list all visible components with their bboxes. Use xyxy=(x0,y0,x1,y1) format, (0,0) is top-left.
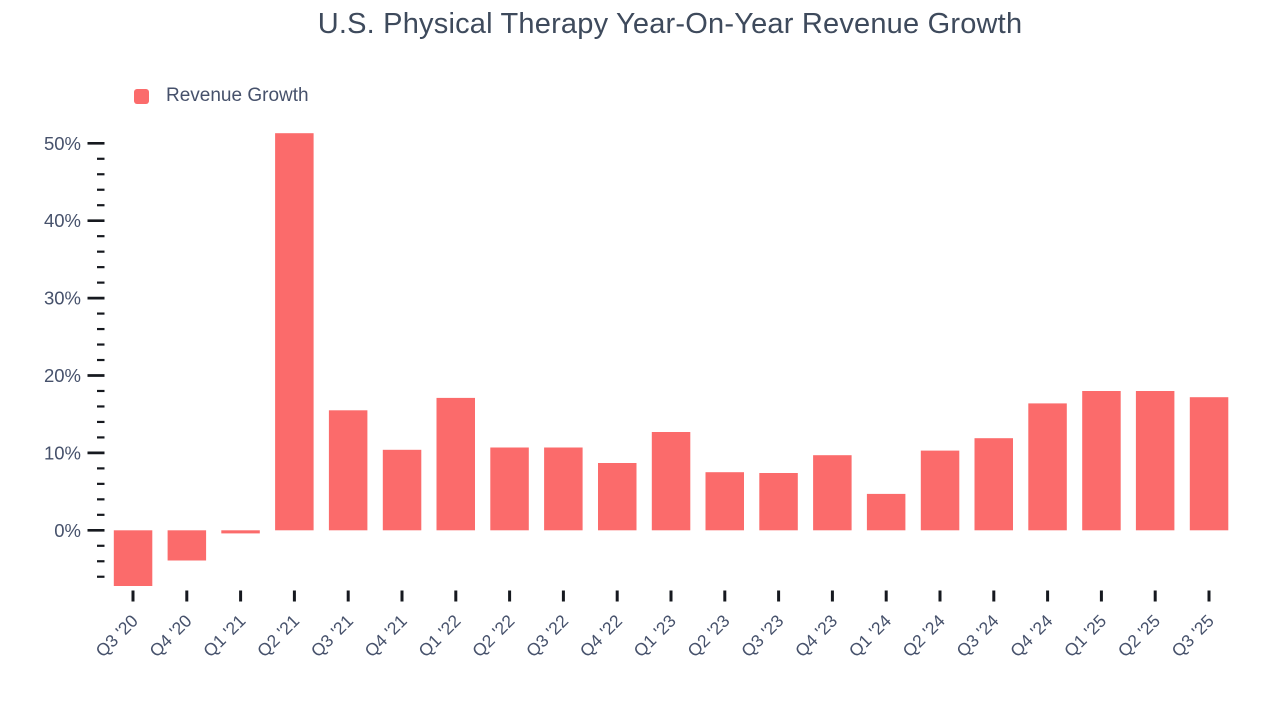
bar-Q1 '25 xyxy=(1082,391,1121,531)
bar-Q2 '23 xyxy=(705,472,744,531)
x-axis-tick-label: Q3 '24 xyxy=(952,610,1002,660)
bar-Q2 '22 xyxy=(490,447,529,531)
x-axis-tick-label: Q1 '25 xyxy=(1060,611,1110,661)
x-axis-tick-label: Q2 '23 xyxy=(683,611,733,661)
x-axis-tick-label: Q4 '23 xyxy=(791,611,841,661)
bar-Q3 '23 xyxy=(759,473,798,531)
x-axis-tick-label: Q4 '21 xyxy=(361,611,411,661)
legend-label: Revenue Growth xyxy=(166,85,309,106)
x-axis-tick-label: Q4 '24 xyxy=(1006,610,1056,660)
x-axis-tick-label: Q1 '24 xyxy=(845,610,895,660)
bar-Q3 '24 xyxy=(974,438,1013,531)
bar-Q3 '25 xyxy=(1189,397,1229,531)
bar-Q4 '24 xyxy=(1028,403,1067,531)
bar-Q4 '22 xyxy=(598,463,637,531)
x-axis-tick-label: Q1 '23 xyxy=(630,611,680,661)
bar-Q4 '20 xyxy=(167,530,207,561)
x-axis-tick-label: Q3 '25 xyxy=(1168,611,1218,661)
y-axis-tick-label: 50% xyxy=(44,133,81,154)
bar-Q1 '21 xyxy=(221,530,260,534)
x-axis-tick-label: Q2 '24 xyxy=(899,610,949,660)
y-axis-tick-label: 10% xyxy=(44,442,81,463)
x-axis-tick-label: Q2 '22 xyxy=(468,611,518,661)
x-axis-tick-label: Q4 '20 xyxy=(145,610,195,660)
y-axis-tick-label: 0% xyxy=(54,520,81,541)
bar-Q4 '23 xyxy=(813,455,852,531)
legend: Revenue Growth xyxy=(134,82,309,110)
x-axis-tick-label: Q1 '22 xyxy=(414,611,464,661)
bar-Q2 '24 xyxy=(920,450,960,531)
y-axis-tick-label: 20% xyxy=(44,365,81,386)
x-axis-tick-label: Q3 '21 xyxy=(307,611,357,661)
x-axis-tick-label: Q1 '21 xyxy=(199,611,249,661)
bar-Q1 '24 xyxy=(866,493,906,531)
x-axis-tick-label: Q3 '22 xyxy=(522,611,572,661)
bar-Q3 '21 xyxy=(328,410,368,531)
bar-Q2 '21 xyxy=(275,133,314,531)
y-axis-tick-label: 40% xyxy=(44,210,81,231)
legend-swatch-icon xyxy=(134,88,149,104)
bar-Q4 '21 xyxy=(382,449,422,531)
chart-title: U.S. Physical Therapy Year-On-Year Reven… xyxy=(317,8,1023,40)
y-axis-tick-label: 30% xyxy=(44,288,81,309)
bar-Q2 '25 xyxy=(1135,391,1175,531)
x-axis-tick-label: Q4 '22 xyxy=(576,611,626,661)
x-axis-tick-label: Q2 '21 xyxy=(253,611,303,661)
bar-Q3 '22 xyxy=(544,447,583,531)
x-axis-tick-label: Q3 '20 xyxy=(92,610,142,660)
x-axis-tick-label: Q2 '25 xyxy=(1114,611,1164,661)
bar-Q3 '20 xyxy=(113,530,153,586)
bar-Q1 '23 xyxy=(651,432,691,531)
bar-Q1 '22 xyxy=(436,397,475,531)
x-axis-tick-label: Q3 '23 xyxy=(737,611,787,661)
